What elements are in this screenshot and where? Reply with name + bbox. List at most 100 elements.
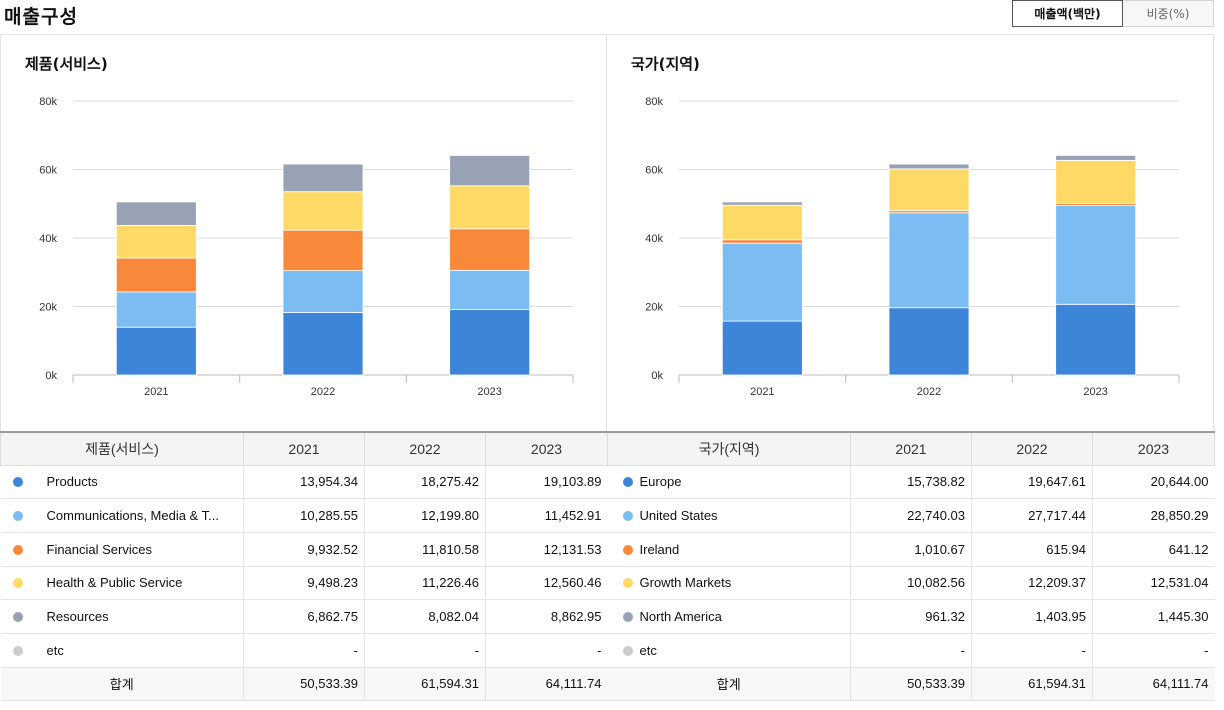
row-label-cell: Growth Markets bbox=[607, 566, 851, 601]
bar-segment-3[interactable] bbox=[115, 257, 197, 293]
value-cell: 12,131.53 bbox=[485, 532, 608, 567]
product-chart-panel: 제품(서비스) 0k 20k 40k 60k 80k 2021 2022 2023 bbox=[0, 34, 607, 432]
bar-segment-2[interactable] bbox=[449, 269, 531, 310]
column-header: 2023 bbox=[485, 431, 608, 466]
bar-segment-4[interactable] bbox=[1055, 159, 1137, 204]
value-cell: 8,862.95 bbox=[485, 599, 608, 634]
value-cell: 13,954.34 bbox=[243, 465, 365, 500]
table-header-row: 국가(지역) 2021 2022 2023 bbox=[607, 431, 1215, 466]
total-row: 합계 50,533.39 61,594.31 64,111.74 bbox=[607, 666, 1215, 702]
table-row: Communications, Media & T... 10,285.55 12,… bbox=[0, 498, 608, 533]
y-tick-label: 20k bbox=[39, 302, 57, 314]
value-cell: 615.94 bbox=[971, 532, 1093, 567]
value-cell: 10,082.56 bbox=[850, 566, 972, 601]
bar-segment-2[interactable] bbox=[115, 291, 197, 328]
value-cell: 18,275.42 bbox=[364, 465, 486, 500]
total-label: 합계 bbox=[0, 666, 244, 702]
table-row: Products 13,954.34 18,275.42 19,103.89 bbox=[0, 465, 608, 500]
column-header: 2022 bbox=[364, 431, 486, 466]
value-cell: 8,082.04 bbox=[364, 599, 486, 634]
total-label: 합계 bbox=[607, 666, 851, 702]
bar-segment-5[interactable] bbox=[888, 163, 970, 170]
y-tick-label: 0k bbox=[45, 370, 57, 382]
legend-dot-icon bbox=[622, 645, 633, 656]
column-header: 2021 bbox=[243, 431, 365, 466]
x-tick-label: 2023 bbox=[477, 386, 501, 398]
row-label-cell: etc bbox=[607, 633, 851, 668]
row-label: etc bbox=[639, 642, 657, 658]
total-row: 합계 50,533.39 61,594.31 64,111.74 bbox=[0, 666, 608, 702]
y-tick-label: 40k bbox=[39, 233, 57, 245]
value-cell: - bbox=[971, 633, 1093, 668]
bar-segment-1[interactable] bbox=[282, 312, 364, 376]
value-cell: 19,647.61 bbox=[971, 465, 1093, 500]
bar-segment-1[interactable] bbox=[721, 320, 803, 376]
table-row: etc - - - bbox=[607, 633, 1215, 668]
bar-segment-5[interactable] bbox=[282, 163, 364, 193]
table-row: Health & Public Service 9,498.23 11,226.46… bbox=[0, 566, 608, 601]
legend-dot-icon bbox=[622, 477, 633, 488]
bar-segment-3[interactable] bbox=[721, 239, 803, 244]
bar-segment-3[interactable] bbox=[449, 228, 531, 271]
bar-segment-2[interactable] bbox=[282, 270, 364, 313]
bar-segment-4[interactable] bbox=[115, 225, 197, 259]
ratio-toggle-button[interactable]: 비중(%) bbox=[1123, 0, 1214, 27]
product-stacked-bar-chart: 0k 20k 40k 60k 80k 2021 2022 2023 bbox=[39, 96, 574, 398]
table-row: United States 22,740.03 27,717.44 28,850.29 bbox=[607, 498, 1215, 533]
bar-segment-4[interactable] bbox=[449, 185, 531, 230]
y-tick-label: 40k bbox=[645, 233, 663, 245]
value-cell: 15,738.82 bbox=[850, 465, 972, 500]
value-cell: 12,209.37 bbox=[971, 566, 1093, 601]
row-label-cell: etc bbox=[0, 633, 244, 668]
x-tick-label: 2021 bbox=[750, 386, 774, 398]
bar-segment-1[interactable] bbox=[1055, 303, 1137, 376]
bar-segment-5[interactable] bbox=[1055, 155, 1137, 161]
value-cell: 19,103.89 bbox=[485, 465, 608, 500]
row-label: Resources bbox=[46, 609, 109, 625]
region-chart-panel: 국가(지역) 0k 20k 40k 60k 80k 2021 2022 2023 bbox=[606, 34, 1214, 432]
row-label: Europe bbox=[639, 474, 682, 490]
value-cell: 9,932.52 bbox=[243, 532, 365, 567]
table-header-row: 제품(서비스) 2021 2022 2023 bbox=[0, 431, 608, 466]
bar-segment-1[interactable] bbox=[888, 307, 970, 376]
legend-dot-icon bbox=[12, 511, 23, 522]
column-header: 2022 bbox=[971, 431, 1093, 466]
y-tick-label: 60k bbox=[39, 165, 57, 177]
bar-segment-4[interactable] bbox=[282, 191, 364, 231]
total-value-cell: 61,594.31 bbox=[364, 666, 486, 702]
bar-segment-4[interactable] bbox=[721, 204, 803, 241]
product-chart-title: 제품(서비스) bbox=[25, 55, 108, 73]
bar-segment-5[interactable] bbox=[449, 155, 531, 187]
value-cell: 10,285.55 bbox=[243, 498, 365, 533]
value-cell: 12,531.04 bbox=[1092, 566, 1215, 601]
table-row: Ireland 1,010.67 615.94 641.12 bbox=[607, 532, 1215, 567]
value-cell: - bbox=[485, 633, 608, 668]
value-cell: 11,810.58 bbox=[364, 532, 486, 567]
bar-segment-1[interactable] bbox=[449, 309, 531, 376]
bar-segment-2[interactable] bbox=[1055, 205, 1137, 305]
amount-toggle-button[interactable]: 매출액(백만) bbox=[1012, 0, 1123, 27]
bar-segment-3[interactable] bbox=[282, 229, 364, 272]
row-label: Communications, Media & T... bbox=[46, 508, 219, 524]
bar-segment-4[interactable] bbox=[888, 168, 970, 212]
row-label-cell: United States bbox=[607, 498, 851, 533]
value-cell: 28,850.29 bbox=[1092, 498, 1215, 533]
bar-segment-1[interactable] bbox=[115, 326, 197, 376]
value-cell: 22,740.03 bbox=[850, 498, 972, 533]
bar-segment-2[interactable] bbox=[721, 242, 803, 322]
x-tick-label: 2022 bbox=[311, 386, 335, 398]
row-label: North America bbox=[639, 609, 722, 625]
row-label: Growth Markets bbox=[639, 575, 732, 591]
bar-segment-5[interactable] bbox=[115, 201, 197, 226]
value-cell: - bbox=[364, 633, 486, 668]
value-cell: 12,199.80 bbox=[364, 498, 486, 533]
row-label: Health & Public Service bbox=[46, 575, 183, 591]
bar-segment-5[interactable] bbox=[721, 201, 803, 206]
row-label-cell: North America bbox=[607, 599, 851, 634]
legend-dot-icon bbox=[622, 511, 633, 522]
value-cell: 11,226.46 bbox=[364, 566, 486, 601]
value-cell: 6,862.75 bbox=[243, 599, 365, 634]
column-header: 국가(지역) bbox=[607, 431, 851, 466]
bar-segment-2[interactable] bbox=[888, 212, 970, 309]
